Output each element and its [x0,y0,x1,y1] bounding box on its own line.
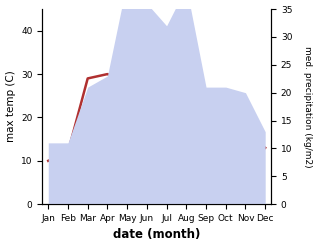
Y-axis label: med. precipitation (kg/m2): med. precipitation (kg/m2) [303,46,313,167]
X-axis label: date (month): date (month) [113,228,200,242]
Y-axis label: max temp (C): max temp (C) [5,71,16,143]
